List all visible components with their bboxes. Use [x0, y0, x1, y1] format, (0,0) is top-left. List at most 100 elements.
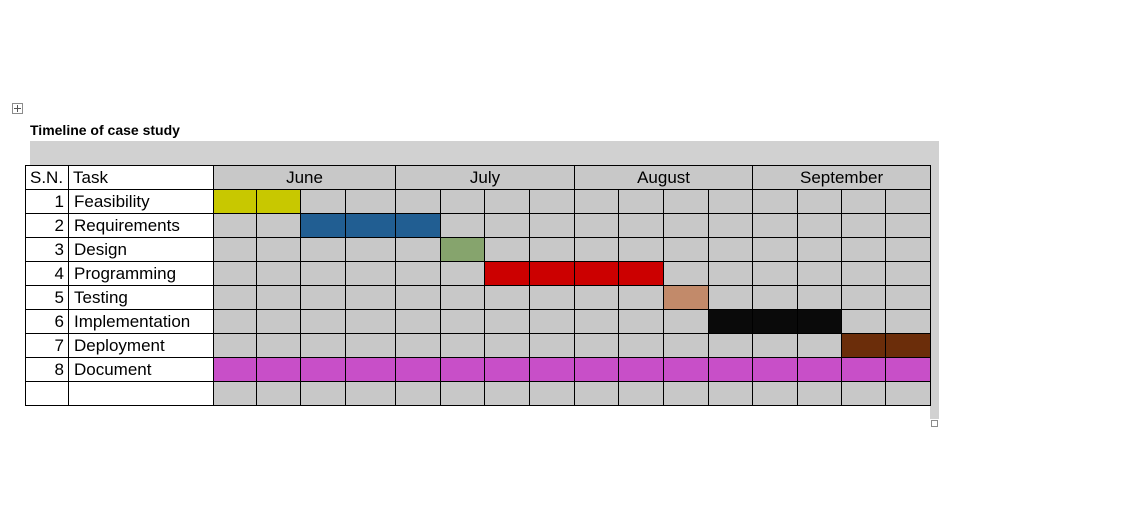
week-cell	[484, 189, 530, 214]
week-cell	[256, 261, 301, 286]
week-cell	[395, 189, 441, 214]
gantt-bar-cell	[618, 357, 665, 382]
task-name: Implementation	[68, 309, 214, 334]
week-cell	[841, 381, 887, 406]
week-cell	[395, 381, 441, 406]
gantt-bar-cell	[256, 189, 301, 214]
week-cell	[528, 285, 576, 310]
week-cell	[440, 285, 485, 310]
week-cell	[618, 237, 665, 262]
week-cell	[618, 309, 665, 334]
week-cell	[618, 213, 665, 238]
week-cell	[213, 237, 257, 262]
gantt-bar-cell	[752, 357, 799, 382]
week-cell	[256, 213, 301, 238]
gantt-bar-cell	[574, 357, 620, 382]
gantt-bar-cell	[708, 357, 754, 382]
gantt-bar-cell	[395, 213, 441, 238]
gantt-bar-cell	[440, 237, 485, 262]
week-cell	[708, 381, 754, 406]
gantt-bar-cell	[663, 357, 710, 382]
task-name: Feasibility	[68, 189, 214, 214]
header-row: S.N. Task June July August September	[25, 165, 932, 190]
gantt-bar-cell	[841, 357, 887, 382]
week-cell	[574, 309, 620, 334]
gantt-bar-cell	[300, 357, 346, 382]
table-row	[25, 381, 932, 406]
month-header-september: September	[752, 165, 932, 190]
table-row: 3 Design	[25, 237, 932, 262]
week-cell	[618, 285, 665, 310]
week-cell	[708, 237, 754, 262]
task-sn: 5	[25, 285, 69, 310]
task-name: Testing	[68, 285, 214, 310]
week-cell	[752, 237, 799, 262]
table-resize-handle-icon[interactable]	[931, 420, 938, 427]
table-row: 5 Testing	[25, 285, 932, 310]
week-cell	[752, 213, 799, 238]
gantt-bar-cell	[528, 261, 576, 286]
week-cell	[213, 333, 257, 358]
week-cell	[574, 285, 620, 310]
week-cell	[528, 189, 576, 214]
week-cell	[440, 333, 485, 358]
gantt-bar-cell	[256, 357, 301, 382]
gantt-bar-cell	[663, 285, 710, 310]
task-sn	[25, 381, 69, 406]
week-cell	[300, 309, 346, 334]
week-cell	[256, 381, 301, 406]
week-cell	[797, 261, 843, 286]
week-cell	[395, 333, 441, 358]
table-row: 1 Feasibility	[25, 189, 932, 214]
week-cell	[345, 237, 396, 262]
week-cell	[213, 381, 257, 406]
week-cell	[708, 213, 754, 238]
week-cell	[256, 237, 301, 262]
sn-header: S.N.	[25, 165, 69, 190]
week-cell	[797, 285, 843, 310]
week-cell	[395, 261, 441, 286]
gantt-bar-cell	[395, 357, 441, 382]
week-cell	[574, 213, 620, 238]
gantt-bar-cell	[618, 261, 665, 286]
table-row: 4 Programming	[25, 261, 932, 286]
week-cell	[663, 333, 710, 358]
week-cell	[797, 381, 843, 406]
task-sn: 4	[25, 261, 69, 286]
week-cell	[345, 381, 396, 406]
task-sn: 1	[25, 189, 69, 214]
gantt-bar-cell	[574, 261, 620, 286]
week-cell	[440, 189, 485, 214]
week-cell	[300, 189, 346, 214]
gantt-bar-cell	[885, 333, 932, 358]
week-cell	[885, 381, 932, 406]
week-cell	[752, 285, 799, 310]
week-cell	[395, 285, 441, 310]
week-cell	[574, 189, 620, 214]
week-cell	[440, 261, 485, 286]
week-cell	[440, 381, 485, 406]
task-name: Deployment	[68, 333, 214, 358]
week-cell	[484, 237, 530, 262]
gantt-bar-cell	[484, 357, 530, 382]
gantt-bar-cell	[752, 309, 799, 334]
week-cell	[885, 237, 932, 262]
gantt-bar-cell	[345, 213, 396, 238]
week-cell	[663, 189, 710, 214]
week-cell	[618, 381, 665, 406]
week-cell	[484, 381, 530, 406]
week-cell	[574, 237, 620, 262]
week-cell	[213, 213, 257, 238]
table-row: 7 Deployment	[25, 333, 932, 358]
gantt-bar-cell	[885, 357, 932, 382]
week-cell	[618, 333, 665, 358]
week-cell	[256, 333, 301, 358]
task-sn: 2	[25, 213, 69, 238]
week-cell	[841, 237, 887, 262]
week-cell	[752, 189, 799, 214]
table-move-handle-icon[interactable]	[12, 103, 23, 114]
week-cell	[752, 333, 799, 358]
week-cell	[300, 237, 346, 262]
month-header-july: July	[394, 165, 576, 190]
week-cell	[213, 285, 257, 310]
